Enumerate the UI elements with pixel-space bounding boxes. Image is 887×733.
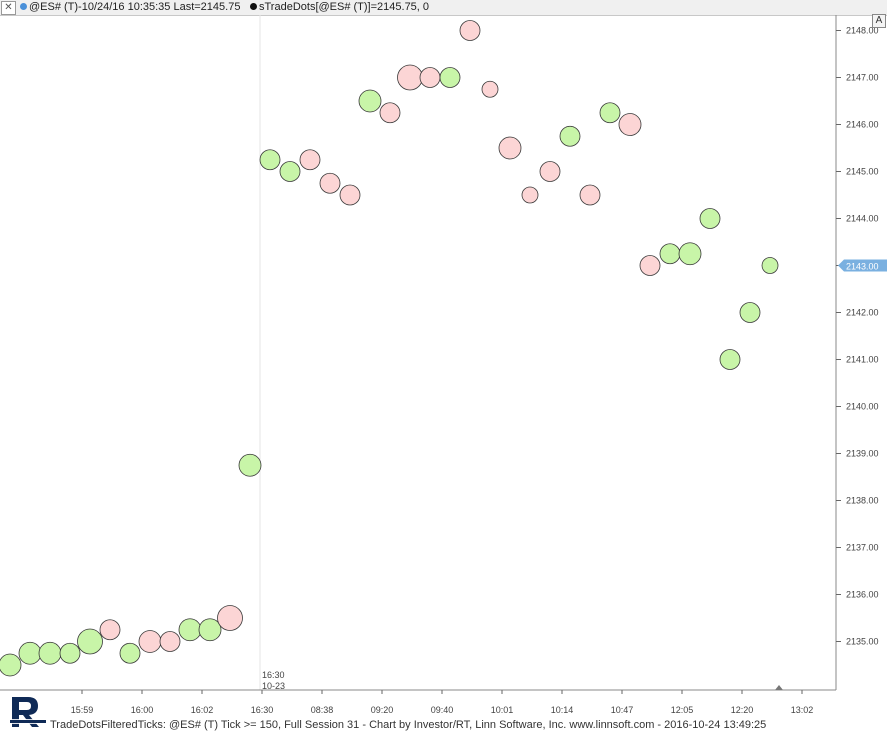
y-tick-label: 2146.00: [846, 120, 879, 130]
trade-dot-buy[interactable]: [599, 102, 621, 124]
x-tick-label: 13:02: [791, 705, 814, 715]
trade-dot-buy[interactable]: [259, 149, 281, 171]
trade-dot-buy[interactable]: [38, 641, 62, 665]
study-dot-icon: [250, 3, 257, 10]
trade-dot-buy[interactable]: [77, 628, 103, 655]
x-tick-label: 12:05: [671, 705, 694, 715]
trade-dot-sell[interactable]: [579, 184, 601, 206]
trade-dot-buy[interactable]: [198, 618, 222, 642]
trade-dot-buy[interactable]: [119, 642, 141, 664]
trade-dot-sell[interactable]: [539, 161, 561, 182]
symbol-title-text: @ES# (T)-10/24/16 10:35:35 Last=2145.75: [29, 1, 241, 13]
trade-dot-sell[interactable]: [299, 149, 321, 171]
trade-dot-sell[interactable]: [459, 20, 481, 41]
x-tick-label: 16:02: [191, 705, 214, 715]
trade-dot-sell[interactable]: [138, 630, 162, 653]
y-tick-label: 2141.00: [846, 355, 879, 365]
trade-dot-buy[interactable]: [739, 302, 761, 323]
trade-dot-buy[interactable]: [678, 242, 702, 266]
trade-dot-buy[interactable]: [358, 89, 382, 113]
y-tick-label: 2148.00: [846, 26, 879, 36]
y-tick-label: 2136.00: [846, 590, 879, 600]
trade-dot-buy[interactable]: [178, 618, 202, 642]
trade-dot-sell[interactable]: [319, 172, 341, 194]
trade-dot-buy[interactable]: [699, 208, 721, 229]
y-tick-label: 2144.00: [846, 214, 879, 224]
y-tick-label: 2145.00: [846, 167, 879, 177]
y-tick-label: 2138.00: [846, 496, 879, 506]
trade-dot-buy[interactable]: [439, 67, 461, 88]
y-tick-label: 2140.00: [846, 402, 879, 412]
trade-dot-sell[interactable]: [498, 136, 522, 160]
autoscale-button[interactable]: A: [872, 14, 886, 28]
trade-dot-buy[interactable]: [279, 161, 301, 182]
x-tick-label: 15:59: [71, 705, 94, 715]
trade-dot-sell[interactable]: [339, 184, 361, 206]
trade-dot-buy[interactable]: [238, 453, 262, 477]
study-title: sTradeDots[@ES# (T)]=2145.75, 0: [250, 1, 429, 13]
y-tick-label: 2139.00: [846, 449, 879, 459]
y-tick-label: 2147.00: [846, 73, 879, 83]
x-tick-label: 09:40: [431, 705, 454, 715]
current-bar-marker-icon: [775, 685, 783, 690]
trade-dot-sell[interactable]: [159, 631, 181, 652]
trade-dot-buy[interactable]: [761, 257, 779, 274]
trade-dot-buy[interactable]: [59, 642, 81, 664]
symbol-dot-icon: [20, 3, 27, 10]
session-break-date: 10-23: [262, 681, 285, 691]
trade-dot-buy[interactable]: [559, 125, 581, 147]
trade-dot-sell[interactable]: [217, 605, 243, 631]
chart-title-bar: ✕ @ES# (T)-10/24/16 10:35:35 Last=2145.7…: [0, 0, 887, 16]
x-tick-label: 10:47: [611, 705, 634, 715]
trade-dot-buy[interactable]: [0, 653, 22, 677]
symbol-title: @ES# (T)-10/24/16 10:35:35 Last=2145.75: [20, 1, 240, 13]
last-price-label: 2143.00: [846, 262, 879, 272]
x-tick-label: 10:01: [491, 705, 514, 715]
x-tick-label: 12:20: [731, 705, 754, 715]
session-break-time: 16:30: [262, 670, 285, 680]
close-icon[interactable]: ✕: [1, 1, 16, 15]
x-tick-label: 10:14: [551, 705, 574, 715]
trade-dot-sell[interactable]: [397, 64, 423, 91]
trade-dot-sell[interactable]: [639, 255, 661, 276]
linnsoft-logo-icon: [8, 697, 48, 727]
footer-caption: TradeDotsFilteredTicks: @ES# (T) Tick >=…: [50, 719, 767, 731]
trade-dot-sell[interactable]: [379, 102, 401, 124]
trade-dot-sell[interactable]: [481, 80, 499, 98]
x-tick-label: 08:38: [311, 705, 334, 715]
trade-dot-sell[interactable]: [521, 186, 539, 204]
x-tick-label: 16:00: [131, 705, 154, 715]
trade-dot-buy[interactable]: [719, 349, 741, 370]
trade-dot-buy[interactable]: [659, 243, 681, 265]
y-tick-label: 2142.00: [846, 308, 879, 318]
trade-dot-buy[interactable]: [18, 641, 42, 665]
trade-dot-sell[interactable]: [618, 113, 642, 136]
y-tick-label: 2137.00: [846, 543, 879, 553]
trade-dot-sell[interactable]: [419, 67, 441, 88]
x-tick-label: 16:30: [251, 705, 274, 715]
x-tick-label: 09:20: [371, 705, 394, 715]
study-title-text: sTradeDots[@ES# (T)]=2145.75, 0: [259, 1, 430, 13]
trade-dot-sell[interactable]: [99, 619, 121, 641]
last-price-badge: [844, 259, 887, 272]
y-tick-label: 2135.00: [846, 637, 879, 647]
last-price-arrow-icon: [838, 259, 844, 272]
